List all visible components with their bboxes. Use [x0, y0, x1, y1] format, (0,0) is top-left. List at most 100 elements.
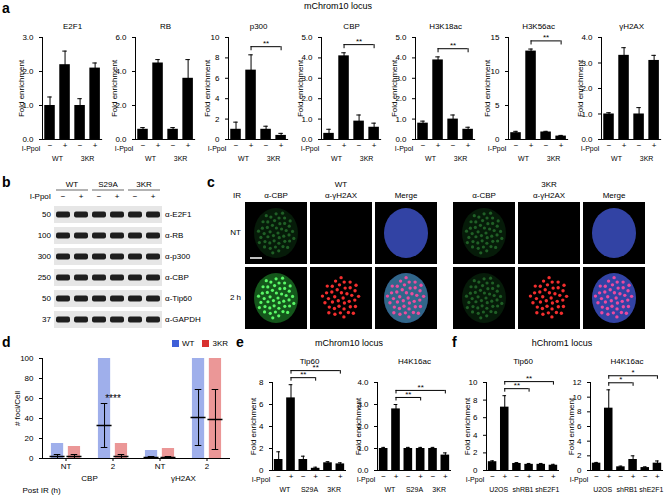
- svg-text:300: 300: [38, 252, 52, 261]
- svg-text:3KR: 3KR: [81, 155, 95, 162]
- svg-text:WT: WT: [384, 486, 396, 493]
- svg-text:4.0: 4.0: [357, 378, 369, 387]
- svg-text:H4K16ac: H4K16ac: [611, 357, 644, 366]
- svg-text:+: +: [652, 141, 657, 150]
- svg-text:WT: WT: [52, 155, 64, 162]
- svg-text:NT: NT: [155, 462, 166, 471]
- svg-text:Fold enrichment: Fold enrichment: [567, 397, 576, 455]
- svg-text:Fold enrichment: Fold enrichment: [354, 397, 363, 455]
- svg-text:3KR: 3KR: [327, 486, 341, 493]
- svg-text:2: 2: [111, 462, 116, 471]
- svg-text:−: −: [420, 141, 425, 150]
- svg-text:α-γH2AX: α-γH2AX: [325, 191, 358, 200]
- svg-text:−: −: [264, 141, 269, 150]
- svg-text:4: 4: [577, 437, 582, 446]
- svg-text:6: 6: [259, 400, 264, 409]
- svg-text:8: 8: [259, 378, 264, 387]
- svg-text:+: +: [156, 141, 161, 150]
- svg-text:+: +: [465, 141, 470, 150]
- svg-text:8: 8: [473, 396, 478, 405]
- svg-text:−: −: [78, 141, 83, 150]
- svg-text:+: +: [115, 192, 120, 201]
- svg-text:S29A: S29A: [301, 486, 318, 493]
- svg-text:U2OS: U2OS: [593, 486, 612, 493]
- svg-text:−: −: [607, 141, 612, 150]
- svg-text:−: −: [539, 472, 544, 481]
- svg-text:**: **: [526, 374, 532, 383]
- svg-text:WT: WT: [611, 155, 623, 162]
- svg-text:−: −: [171, 141, 176, 150]
- svg-text:+: +: [606, 472, 611, 481]
- svg-text:50: 50: [42, 294, 51, 303]
- svg-text:α-E2F1: α-E2F1: [165, 210, 192, 219]
- svg-text:3KR: 3KR: [136, 180, 152, 189]
- svg-text:6: 6: [577, 422, 582, 431]
- svg-text:WT: WT: [335, 180, 348, 189]
- svg-text:CBP: CBP: [81, 474, 97, 483]
- svg-text:+: +: [418, 472, 423, 481]
- svg-text:Merge: Merge: [603, 191, 626, 200]
- svg-text:−: −: [133, 192, 138, 201]
- svg-text:+: +: [528, 141, 533, 150]
- svg-text:NT: NT: [61, 462, 72, 471]
- svg-text:α-CBP: α-CBP: [472, 191, 496, 200]
- svg-text:−: −: [234, 141, 239, 150]
- svg-text:0.0: 0.0: [22, 135, 34, 144]
- svg-text:S29A: S29A: [406, 486, 423, 493]
- svg-text:+: +: [93, 141, 98, 150]
- svg-text:100: 100: [38, 231, 52, 240]
- svg-text:α-CBP: α-CBP: [165, 273, 189, 282]
- svg-text:shRB1: shRB1: [512, 486, 533, 493]
- svg-text:I-PpoI: I-PpoI: [252, 476, 271, 484]
- svg-text:+: +: [338, 472, 343, 481]
- svg-text:3KR: 3KR: [547, 155, 561, 162]
- svg-text:Fold enrichment: Fold enrichment: [483, 59, 492, 117]
- svg-text:Merge: Merge: [395, 191, 418, 200]
- svg-text:+: +: [186, 141, 191, 150]
- svg-text:−: −: [515, 472, 520, 481]
- svg-text:60: 60: [25, 394, 34, 403]
- svg-text:+: +: [151, 192, 156, 201]
- svg-text:Fold enrichment: Fold enrichment: [390, 59, 399, 117]
- svg-text:H3K18ac: H3K18ac: [429, 22, 462, 31]
- svg-text:8: 8: [577, 407, 582, 416]
- svg-text:shE2F1: shE2F1: [639, 486, 663, 493]
- svg-text:CBP: CBP: [344, 22, 360, 31]
- svg-text:5.0: 5.0: [302, 33, 314, 42]
- svg-text:+: +: [249, 141, 254, 150]
- svg-text:5: 5: [495, 101, 500, 110]
- svg-text:I-PpoI: I-PpoI: [208, 145, 227, 153]
- svg-text:+: +: [631, 472, 636, 481]
- svg-text:WT: WT: [425, 155, 437, 162]
- svg-text:0: 0: [495, 135, 500, 144]
- svg-text:I-PpoI: I-PpoI: [301, 145, 320, 153]
- svg-text:α-Tip60: α-Tip60: [165, 294, 193, 303]
- svg-text:**: **: [405, 390, 411, 399]
- svg-text:**: **: [263, 39, 269, 48]
- svg-text:−: −: [543, 141, 548, 150]
- svg-text:+: +: [63, 141, 68, 150]
- svg-text:NT: NT: [230, 228, 241, 237]
- svg-text:*: *: [619, 375, 622, 384]
- svg-text:10: 10: [469, 378, 478, 387]
- svg-text:3KR: 3KR: [541, 180, 557, 189]
- svg-text:I-PpoI: I-PpoI: [488, 145, 507, 153]
- svg-text:40: 40: [25, 414, 34, 423]
- svg-text:250: 250: [38, 273, 52, 282]
- svg-text:I-PpoI: I-PpoI: [22, 145, 41, 153]
- svg-text:**: **: [356, 37, 362, 46]
- svg-text:−: −: [406, 472, 411, 481]
- svg-text:4.0: 4.0: [581, 33, 593, 42]
- svg-text:IR: IR: [233, 191, 241, 200]
- svg-text:2: 2: [577, 451, 582, 460]
- svg-text:+: +: [527, 472, 532, 481]
- svg-text:WT: WT: [518, 155, 530, 162]
- svg-text:# foci/Cell: # foci/Cell: [13, 391, 22, 426]
- svg-text:+: +: [443, 472, 448, 481]
- svg-text:3KR: 3KR: [453, 155, 467, 162]
- svg-text:**: **: [543, 33, 549, 42]
- svg-text:U2OS: U2OS: [489, 486, 508, 493]
- svg-text:Fold enrichment: Fold enrichment: [249, 397, 258, 455]
- svg-text:shRB1: shRB1: [616, 486, 637, 493]
- svg-text:−: −: [326, 472, 331, 481]
